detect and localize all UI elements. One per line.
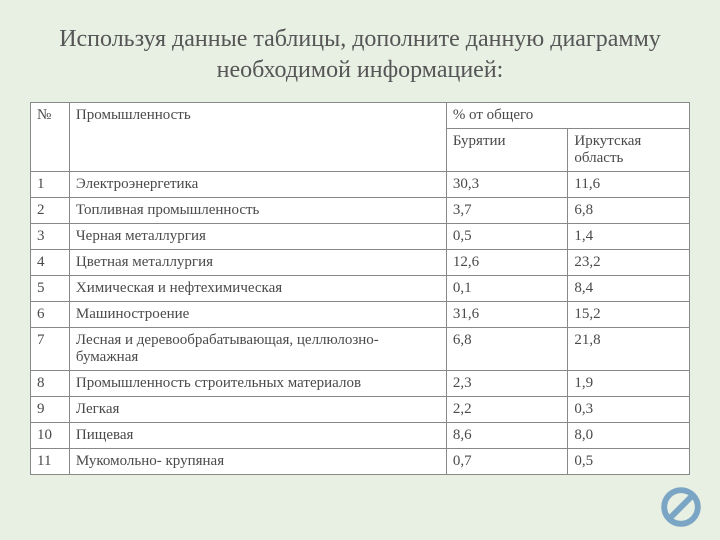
header-num: № <box>31 103 70 172</box>
cell-region1: 2,2 <box>446 397 568 423</box>
cell-region2: 23,2 <box>568 250 690 276</box>
cell-region1: 0,7 <box>446 449 568 475</box>
cell-region2: 1,4 <box>568 224 690 250</box>
table-row: 5Химическая и нефтехимическая0,18,4 <box>31 276 690 302</box>
cell-num: 9 <box>31 397 70 423</box>
header-region1: Бурятии <box>446 129 568 172</box>
cell-num: 7 <box>31 328 70 371</box>
cell-region2: 15,2 <box>568 302 690 328</box>
cell-num: 10 <box>31 423 70 449</box>
header-industry: Промышленность <box>69 103 446 172</box>
header-row-1: № Промышленность % от общего <box>31 103 690 129</box>
cell-region1: 3,7 <box>446 198 568 224</box>
cell-region2: 0,5 <box>568 449 690 475</box>
cell-industry: Топливная промышленность <box>69 198 446 224</box>
table-row: 9Легкая2,20,3 <box>31 397 690 423</box>
cell-region2: 8,0 <box>568 423 690 449</box>
table-row: 10Пищевая8,68,0 <box>31 423 690 449</box>
cell-region1: 30,3 <box>446 172 568 198</box>
table-row: 6Машиностроение31,615,2 <box>31 302 690 328</box>
cell-industry: Легкая <box>69 397 446 423</box>
cell-industry: Лесная и деревообрабатывающая, целлюлозн… <box>69 328 446 371</box>
cell-num: 11 <box>31 449 70 475</box>
no-entry-icon <box>660 486 702 528</box>
cell-region2: 21,8 <box>568 328 690 371</box>
cell-region2: 8,4 <box>568 276 690 302</box>
industry-table: № Промышленность % от общего Бурятии Ирк… <box>30 102 690 475</box>
cell-industry: Цветная металлургия <box>69 250 446 276</box>
cell-industry: Промышленность строительных материалов <box>69 371 446 397</box>
header-region2: Иркутская область <box>568 129 690 172</box>
table-row: 11Мукомольно- крупяная0,70,5 <box>31 449 690 475</box>
cell-region1: 0,1 <box>446 276 568 302</box>
table-row: 4Цветная металлургия12,623,2 <box>31 250 690 276</box>
cell-num: 5 <box>31 276 70 302</box>
cell-industry: Электроэнергетика <box>69 172 446 198</box>
cell-industry: Черная металлургия <box>69 224 446 250</box>
cell-num: 6 <box>31 302 70 328</box>
cell-region1: 8,6 <box>446 423 568 449</box>
table-row: 3Черная металлургия0,51,4 <box>31 224 690 250</box>
cell-region2: 11,6 <box>568 172 690 198</box>
cell-region2: 0,3 <box>568 397 690 423</box>
cell-num: 1 <box>31 172 70 198</box>
header-percent: % от общего <box>446 103 689 129</box>
cell-num: 8 <box>31 371 70 397</box>
cell-region1: 31,6 <box>446 302 568 328</box>
cell-region1: 0,5 <box>446 224 568 250</box>
cell-num: 4 <box>31 250 70 276</box>
cell-industry: Машиностроение <box>69 302 446 328</box>
cell-region2: 1,9 <box>568 371 690 397</box>
cell-region2: 6,8 <box>568 198 690 224</box>
table-row: 2Топливная промышленность3,76,8 <box>31 198 690 224</box>
cell-num: 3 <box>31 224 70 250</box>
cell-region1: 12,6 <box>446 250 568 276</box>
cell-region1: 6,8 <box>446 328 568 371</box>
table-row: 7Лесная и деревообрабатывающая, целлюлоз… <box>31 328 690 371</box>
cell-region1: 2,3 <box>446 371 568 397</box>
industry-table-container: № Промышленность % от общего Бурятии Ирк… <box>0 102 720 475</box>
cell-industry: Химическая и нефтехимическая <box>69 276 446 302</box>
table-row: 8Промышленность строительных материалов2… <box>31 371 690 397</box>
cell-industry: Мукомольно- крупяная <box>69 449 446 475</box>
page-title: Используя данные таблицы, дополните данн… <box>0 0 720 102</box>
table-row: 1Электроэнергетика30,311,6 <box>31 172 690 198</box>
cell-industry: Пищевая <box>69 423 446 449</box>
cell-num: 2 <box>31 198 70 224</box>
